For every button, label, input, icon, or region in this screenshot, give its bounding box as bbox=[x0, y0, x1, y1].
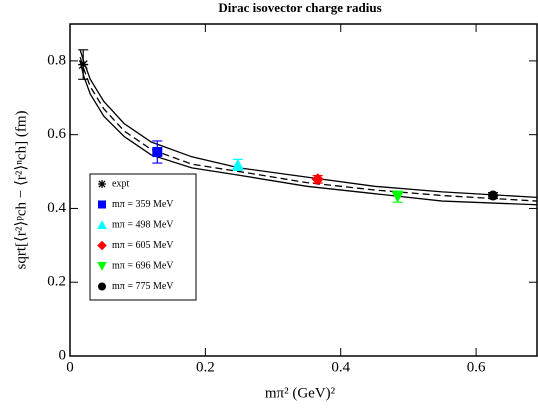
legend-marker bbox=[97, 220, 107, 229]
data-point bbox=[78, 59, 89, 70]
x-tick-label: 0.6 bbox=[467, 359, 486, 375]
data-point bbox=[488, 190, 499, 201]
fit-curve bbox=[79, 49, 537, 199]
y-tick-label: 0.4 bbox=[47, 200, 66, 216]
legend-label: mπ = 359 MeV bbox=[112, 199, 174, 210]
legend-label: mπ = 696 MeV bbox=[112, 260, 174, 271]
fit-curve bbox=[79, 60, 537, 206]
data-point bbox=[231, 158, 244, 170]
y-tick-label: 0.8 bbox=[47, 52, 66, 68]
y-tick-label: 0.2 bbox=[47, 274, 66, 290]
legend-label: expt bbox=[112, 178, 129, 189]
fit-curve bbox=[79, 57, 537, 202]
chart-title: Dirac isovector charge radius bbox=[218, 0, 381, 15]
legend-marker bbox=[97, 240, 107, 251]
legend-label: mπ = 605 MeV bbox=[112, 240, 174, 251]
data-point bbox=[311, 173, 324, 186]
y-tick-label: 0.6 bbox=[47, 126, 66, 142]
x-tick-label: 0.4 bbox=[331, 359, 350, 375]
legend-box bbox=[89, 173, 197, 301]
data-point bbox=[391, 191, 404, 203]
legend-label: mπ = 498 MeV bbox=[112, 219, 174, 230]
x-axis-label: mπ² (GeV)² bbox=[265, 385, 336, 401]
y-axis-label: sqrt[⟨r²⟩ᵖch − ⟨r²⟩ⁿch] (fm) bbox=[13, 111, 29, 270]
legend-marker bbox=[98, 200, 106, 209]
legend-marker bbox=[98, 282, 106, 291]
legend-marker bbox=[98, 180, 106, 188]
y-tick-label: 0 bbox=[59, 347, 67, 363]
data-point bbox=[152, 147, 163, 158]
legend-label: mπ = 775 MeV bbox=[112, 281, 174, 292]
legend-marker bbox=[97, 262, 107, 271]
plot-frame bbox=[69, 23, 538, 357]
x-tick-label: 0 bbox=[66, 359, 74, 375]
x-tick-label: 0.2 bbox=[196, 359, 215, 375]
